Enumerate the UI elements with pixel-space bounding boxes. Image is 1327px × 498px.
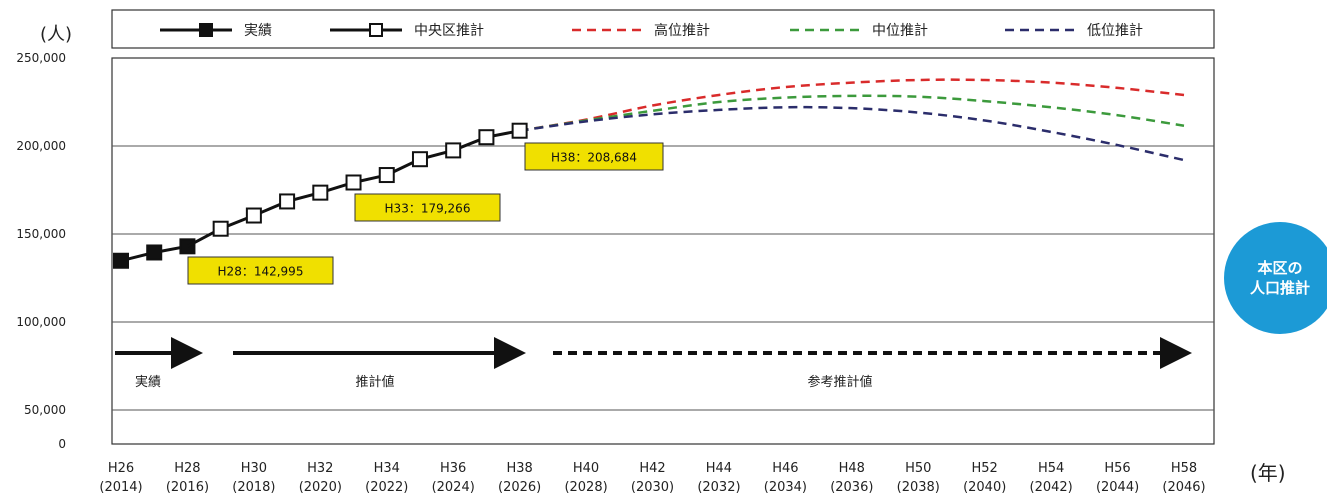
x-tick-era: H34 <box>374 461 400 476</box>
x-tick-era: H38 <box>506 461 532 476</box>
data-point <box>245 207 262 224</box>
x-tick-era: H56 <box>1104 461 1130 476</box>
legend-label-3: 中位推計 <box>872 23 928 39</box>
x-tick-year: (2046) <box>1162 480 1205 495</box>
x-tick-era: H42 <box>639 461 665 476</box>
x-tick-era: H58 <box>1171 461 1197 476</box>
annotation-label-2: H38：208,684 <box>551 151 637 165</box>
x-tick-era: H48 <box>839 461 865 476</box>
x-tick-year: (2018) <box>232 480 275 495</box>
data-point <box>279 193 296 210</box>
phase-label-2: 参考推計値 <box>807 374 872 390</box>
data-point <box>312 184 329 201</box>
phase-label-0: 実績 <box>135 374 161 390</box>
y-tick-label: 100,000 <box>16 315 66 329</box>
phase-label-1: 推計値 <box>355 374 394 390</box>
phase-arrows: 実績 推計値 参考推計値 <box>115 337 1192 390</box>
y-tick-label: 50,000 <box>24 403 66 417</box>
annotation-box-2 <box>524 142 664 171</box>
x-tick-year: (2044) <box>1096 480 1139 495</box>
annotation-box-0 <box>187 256 334 285</box>
x-tick-era: H54 <box>1038 461 1064 476</box>
series-line-3 <box>519 94 1185 132</box>
x-tick-year: (2032) <box>697 480 740 495</box>
x-tick-era: H28 <box>174 461 200 476</box>
x-tick-year: (2038) <box>897 480 940 495</box>
x-tick-year: (2026) <box>498 480 541 495</box>
x-tick-year: (2036) <box>830 480 873 495</box>
data-point <box>445 142 462 159</box>
legend-label-4: 低位推計 <box>1087 23 1143 39</box>
y-tick-label: 150,000 <box>16 227 66 241</box>
legend-label-1: 中央区推計 <box>414 23 484 39</box>
x-tick-era: H26 <box>108 461 134 476</box>
series-lines <box>113 78 1185 269</box>
x-tick-era: H40 <box>573 461 599 476</box>
legend: 実績 中央区推計 高位推計 中位推計 低位推計 <box>111 9 1215 49</box>
data-point <box>345 174 362 191</box>
annotation-label-0: H28：142,995 <box>218 265 304 279</box>
x-tick-era: H36 <box>440 461 466 476</box>
x-tick-era: H50 <box>905 461 931 476</box>
badge-line-2: 人口推計 <box>1249 279 1310 297</box>
data-point <box>146 244 163 261</box>
data-point <box>212 220 229 237</box>
x-tick-year: (2030) <box>631 480 674 495</box>
value-annotations: H28：142,995 H33：179,266 H38：208,684 <box>187 142 664 285</box>
x-tick-era: H44 <box>706 461 732 476</box>
x-tick-era: H46 <box>772 461 798 476</box>
data-point <box>378 167 395 184</box>
x-tick-year: (2028) <box>564 480 607 495</box>
data-point <box>411 151 428 168</box>
x-tick-year: (2020) <box>299 480 342 495</box>
y-unit-label: (人) <box>40 24 72 45</box>
series-line-2 <box>519 78 1185 132</box>
legend-marker-0 <box>199 23 213 37</box>
legend-label-2: 高位推計 <box>654 22 710 39</box>
x-axis-ticks: H26 (2014) H28 (2016) H30 (2018) H32 (2020) H34 (… <box>99 461 1205 495</box>
series-line-4 <box>519 105 1185 162</box>
data-point <box>511 122 528 139</box>
x-tick-year: (2014) <box>99 480 142 495</box>
legend-marker-1 <box>369 23 383 37</box>
x-tick-year: (2024) <box>432 480 475 495</box>
y-tick-label: 200,000 <box>16 139 66 153</box>
legend-label-0: 実績 <box>244 23 272 39</box>
y-tick-label: 250,000 <box>16 51 66 65</box>
x-tick-era: H30 <box>241 461 267 476</box>
badge-line-1: 本区の <box>1257 259 1303 277</box>
x-tick-era: H32 <box>307 461 333 476</box>
y-tick-label: 0 <box>58 437 66 451</box>
x-unit-label: (年) <box>1250 461 1286 485</box>
population-projection-badge: 本区の 人口推計 <box>1224 222 1327 334</box>
x-tick-year: (2022) <box>365 480 408 495</box>
x-tick-year: (2040) <box>963 480 1006 495</box>
data-point <box>113 252 129 269</box>
data-point <box>478 129 495 146</box>
y-axis-ticks: 0 50,000 100,000 150,000 200,000 250,000 <box>16 51 66 451</box>
annotation-box-1 <box>354 193 501 222</box>
annotation-label-1: H33：179,266 <box>385 202 471 216</box>
x-tick-era: H52 <box>972 461 998 476</box>
x-tick-year: (2034) <box>764 480 807 495</box>
x-tick-year: (2042) <box>1030 480 1073 495</box>
plot-frame <box>111 57 1215 445</box>
x-tick-year: (2016) <box>166 480 209 495</box>
